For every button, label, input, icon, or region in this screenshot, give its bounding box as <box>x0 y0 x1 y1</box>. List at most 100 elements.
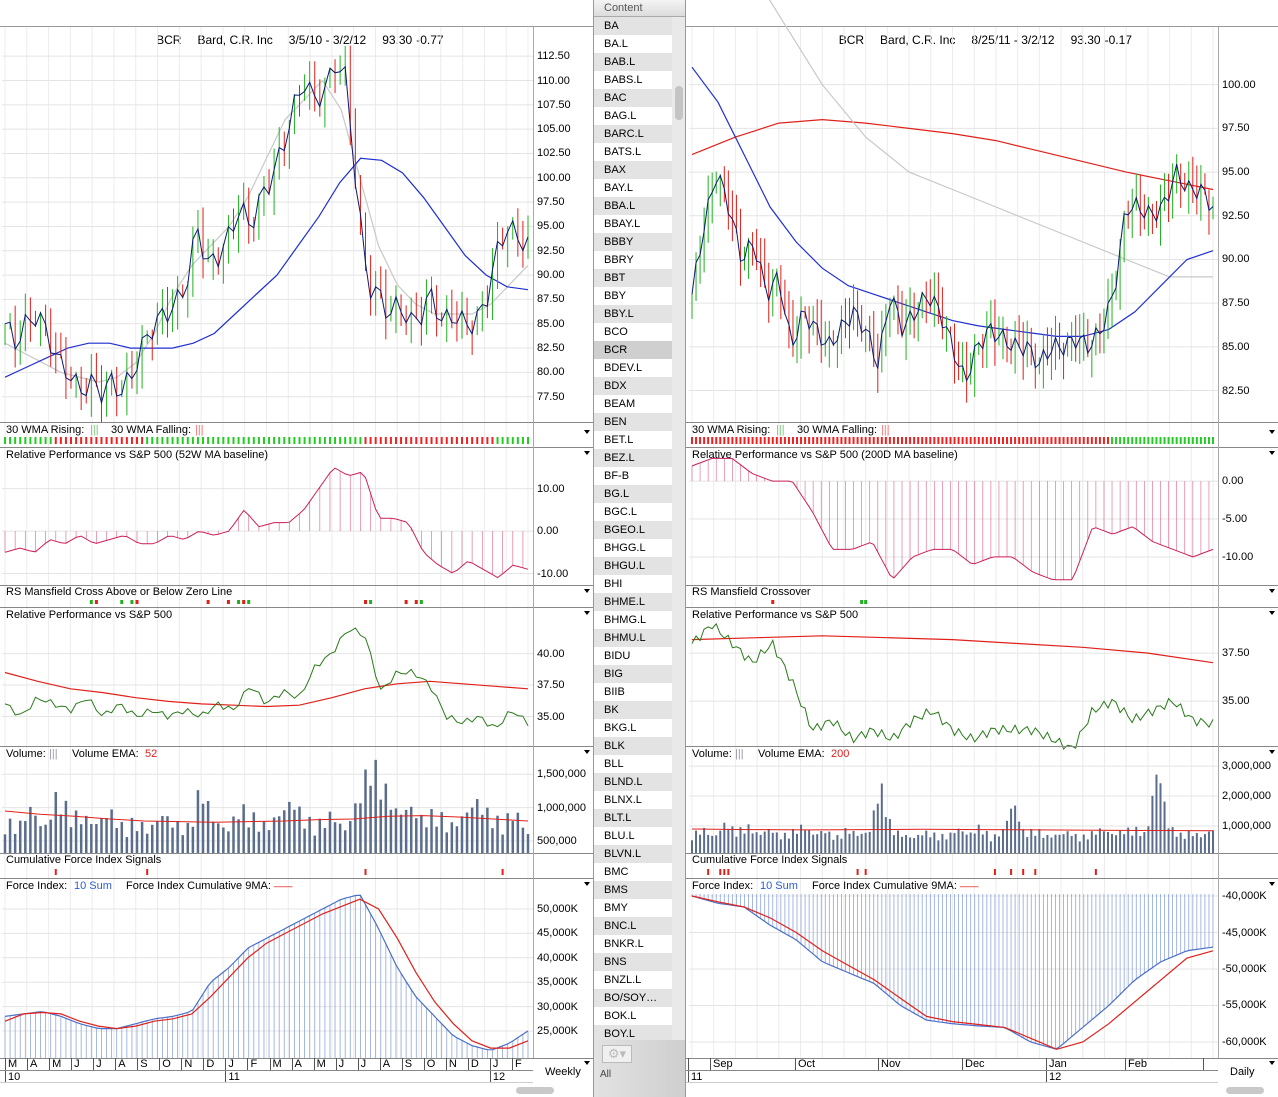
cfi-signal-marker <box>146 869 149 875</box>
list-item[interactable]: BBY <box>594 287 672 305</box>
rs-crossover-marker <box>404 600 408 604</box>
list-item[interactable]: BAG.L <box>594 107 672 125</box>
list-item[interactable]: BOK.L <box>594 1007 672 1025</box>
moving-average-slow-line <box>691 66 1214 337</box>
symbol-list[interactable]: Content BA BA.L BAB.L BABS.L BAC BAG.L BARC.L B… <box>593 0 686 1040</box>
list-footer: ⚙▾ All <box>593 1040 686 1097</box>
list-item[interactable]: BET.L <box>594 431 672 449</box>
list-item[interactable]: BIG <box>594 665 672 683</box>
gear-icon[interactable]: ⚙▾ <box>602 1045 632 1063</box>
list-item[interactable]: BAY.L <box>594 179 672 197</box>
list-item[interactable]: BDX <box>594 377 672 395</box>
list-scrollbar[interactable] <box>675 86 683 120</box>
list-item[interactable]: BO/SOY… <box>594 989 672 1007</box>
rp-line <box>4 627 529 728</box>
rp-moving-average-line <box>4 671 529 708</box>
rs-crossover-marker <box>206 600 210 604</box>
list-item[interactable]: BHMU.L <box>594 629 672 647</box>
list-item[interactable]: BNC.L <box>594 917 672 935</box>
list-item[interactable]: BAX <box>594 161 672 179</box>
rs-crossover-marker <box>414 600 418 604</box>
cfi-signal-marker <box>856 869 859 875</box>
list-item[interactable]: BK <box>594 701 672 719</box>
list-item[interactable]: BG.L <box>594 485 672 503</box>
list-item[interactable]: BOY.L <box>594 1025 672 1040</box>
list-item[interactable]: BLT.L <box>594 809 672 827</box>
list-item[interactable]: BLVN.L <box>594 845 672 863</box>
volume-ema-line <box>691 828 1214 832</box>
list-item[interactable]: BEAM <box>594 395 672 413</box>
rs-crossover-marker <box>364 600 368 604</box>
list-header[interactable]: Content <box>594 0 685 17</box>
rs-crossover-marker <box>369 600 373 604</box>
cfi-signal-marker <box>364 869 367 875</box>
cfi-signal-marker <box>727 869 730 875</box>
list-item-selected[interactable]: BCR <box>594 341 672 359</box>
list-item[interactable]: BA <box>594 17 672 35</box>
list-item[interactable]: BIDU <box>594 647 672 665</box>
list-item[interactable]: BNZL.L <box>594 971 672 989</box>
force-index-ma-line <box>691 895 1214 1050</box>
list-item[interactable]: BLND.L <box>594 773 672 791</box>
list-item[interactable]: BGEO.L <box>594 521 672 539</box>
list-item[interactable]: BIIB <box>594 683 672 701</box>
rs-crossover-marker <box>860 600 864 604</box>
rs-crossover-marker <box>242 600 246 604</box>
list-item[interactable]: BBT <box>594 269 672 287</box>
close-price-line <box>4 65 529 405</box>
list-item[interactable]: BABS.L <box>594 71 672 89</box>
list-item[interactable]: BHI <box>594 575 672 593</box>
list-item[interactable]: BBY.L <box>594 305 672 323</box>
moving-average-slow-line <box>4 157 529 378</box>
list-item[interactable]: BF-B <box>594 467 672 485</box>
rs-crossover-marker <box>864 600 868 604</box>
cfi-signal-marker <box>864 869 867 875</box>
rs-crossover-marker <box>247 600 251 604</box>
list-item[interactable]: BMC <box>594 863 672 881</box>
list-filter-all[interactable]: All <box>600 1069 612 1080</box>
list-item[interactable]: BBRY <box>594 251 672 269</box>
close-price-line <box>691 163 1214 382</box>
price-change: -0.17 <box>1104 33 1132 47</box>
cfi-signal-marker <box>723 869 726 875</box>
rs-crossover-marker <box>226 600 230 604</box>
moving-average-fast-line <box>4 79 529 383</box>
list-item[interactable]: BMY <box>594 899 672 917</box>
cfi-signal-marker <box>501 869 504 875</box>
list-item[interactable]: BBA.L <box>594 197 672 215</box>
rs-crossover-marker <box>89 600 93 604</box>
rs-crossover-marker <box>237 600 241 604</box>
list-item[interactable]: BNKR.L <box>594 935 672 953</box>
list-item[interactable]: BLNX.L <box>594 791 672 809</box>
list-item[interactable]: BLU.L <box>594 827 672 845</box>
list-item[interactable]: BA.L <box>594 35 672 53</box>
rs-crossover-marker <box>771 600 775 604</box>
symbol: BCR <box>838 33 865 47</box>
list-item[interactable]: BAB.L <box>594 53 672 71</box>
force-index-ma-line <box>4 898 529 1049</box>
cfi-signal-marker <box>1034 869 1037 875</box>
last-price: 93.30 <box>1070 33 1101 47</box>
list-item[interactable]: BCO <box>594 323 672 341</box>
list-item[interactable]: BDEV.L <box>594 359 672 377</box>
list-item[interactable]: BMS <box>594 881 672 899</box>
list-item[interactable]: BHMG.L <box>594 611 672 629</box>
list-item[interactable]: BBBY <box>594 233 672 251</box>
list-item[interactable]: BNS <box>594 953 672 971</box>
list-item[interactable]: BEN <box>594 413 672 431</box>
list-item[interactable]: BAC <box>594 89 672 107</box>
list-item[interactable]: BATS.L <box>594 143 672 161</box>
list-item[interactable]: BHME.L <box>594 593 672 611</box>
list-item[interactable]: BHGU.L <box>594 557 672 575</box>
list-item[interactable]: BLL <box>594 755 672 773</box>
list-item[interactable]: BGC.L <box>594 503 672 521</box>
list-item[interactable]: BBAY.L <box>594 215 672 233</box>
rs-crossover-marker <box>94 600 98 604</box>
list-item[interactable]: BARC.L <box>594 125 672 143</box>
rs-crossover-marker <box>120 600 124 604</box>
list-item[interactable]: BHGG.L <box>594 539 672 557</box>
list-item[interactable]: BKG.L <box>594 719 672 737</box>
list-item[interactable]: BLK <box>594 737 672 755</box>
list-item[interactable]: BEZ.L <box>594 449 672 467</box>
